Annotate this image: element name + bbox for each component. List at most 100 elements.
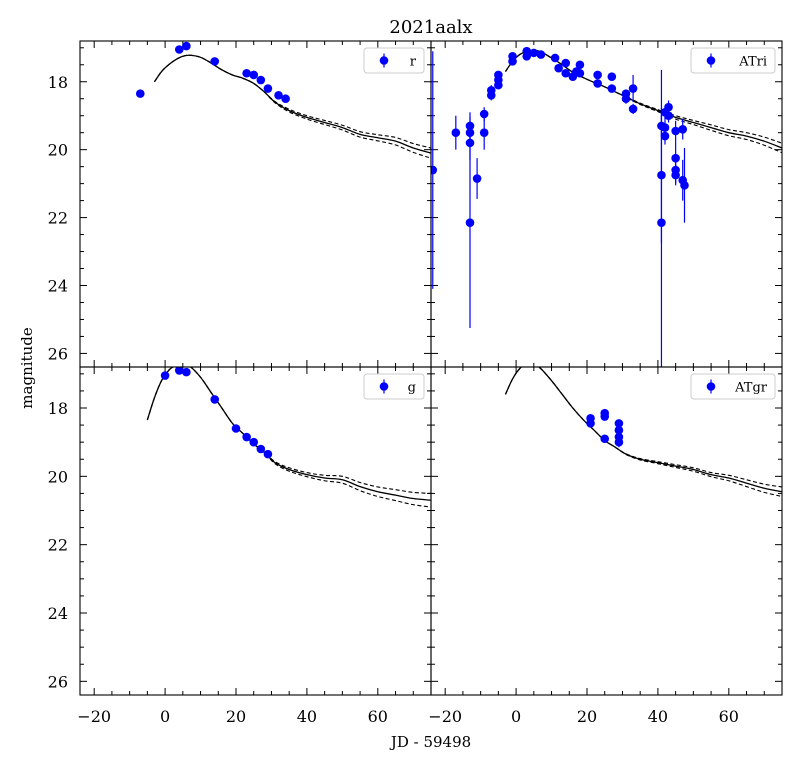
data-point	[486, 91, 496, 100]
panel-frame	[79, 40, 432, 368]
data-point	[621, 94, 631, 104]
legend: r	[363, 47, 425, 74]
data-point	[472, 174, 482, 183]
data-point	[231, 424, 241, 433]
data-point	[593, 79, 602, 88]
data-point	[575, 68, 585, 78]
data-point	[256, 444, 266, 454]
data-point	[135, 89, 145, 98]
y-tick-label: 26	[48, 672, 68, 691]
chart-title: 2021aalx	[389, 17, 472, 38]
panel-ATgr: −20 0 20 40 60 ATgr	[428, 366, 783, 726]
x-tick-label: 60	[719, 707, 739, 726]
data-point	[664, 102, 673, 112]
legend-label: ATgr	[734, 381, 768, 396]
data-point	[281, 94, 290, 104]
legend-marker	[379, 382, 389, 391]
legend: g	[363, 373, 425, 400]
legend-box	[363, 47, 425, 74]
y-tick-label: 18	[48, 399, 68, 418]
x-tick-label: 20	[577, 707, 597, 726]
y-tick-label: 24	[48, 277, 68, 296]
panel-frame	[79, 366, 432, 696]
data-point	[678, 124, 688, 134]
y-tick-label: 18	[48, 73, 68, 92]
data-point	[479, 109, 489, 119]
ticks	[80, 367, 432, 695]
legend-marker	[379, 56, 389, 65]
data-point	[680, 181, 689, 190]
legend-marker	[706, 382, 716, 391]
legend-marker	[706, 56, 716, 65]
data-point	[561, 58, 571, 68]
data-point	[536, 50, 546, 59]
data-point	[174, 45, 184, 54]
panel-r: 18 20 22 24 26 r	[48, 40, 432, 368]
model-curves	[153, 54, 431, 159]
data-point	[242, 432, 251, 442]
data-point	[182, 41, 191, 51]
data-point	[607, 84, 617, 93]
data-point	[263, 449, 273, 459]
x-tick-label: −20	[428, 707, 462, 726]
data-point	[600, 412, 610, 421]
y-tick-label: 26	[48, 344, 68, 363]
data-point	[182, 367, 191, 377]
panel-g: 18 20 22 24 26 −20 0 20 40 60 g	[48, 366, 432, 726]
data-point	[263, 84, 273, 93]
y-tick-label: 20	[48, 141, 68, 160]
x-tick-label: 0	[511, 707, 521, 726]
x-tick-label: −20	[77, 707, 111, 726]
data-point	[451, 128, 461, 137]
legend-box	[690, 47, 776, 74]
data-point	[550, 53, 560, 63]
data-point	[242, 68, 251, 78]
x-tick-label: 40	[648, 707, 668, 726]
legend: ATri	[690, 47, 776, 74]
data-point	[256, 75, 266, 85]
data-point	[614, 425, 624, 435]
data-point	[274, 91, 283, 100]
data-points	[586, 408, 624, 448]
data-point	[529, 48, 539, 58]
ticks	[80, 41, 432, 367]
data-point	[160, 371, 170, 380]
y-tick-label: 20	[48, 467, 68, 486]
data-point	[249, 437, 259, 447]
legend: ATgr	[690, 373, 776, 400]
model-curve	[153, 54, 431, 154]
data-point	[174, 367, 184, 375]
panel-ATri: ATri	[430, 40, 783, 368]
data-point	[561, 68, 571, 78]
data-point	[657, 218, 666, 227]
data-point	[210, 395, 220, 404]
y-tick-label: 24	[48, 604, 68, 623]
x-tick-label: 0	[160, 707, 170, 726]
data-point	[431, 165, 438, 175]
x-tick-label: 40	[297, 707, 317, 726]
panel-frame	[430, 40, 783, 368]
ticks	[431, 41, 783, 367]
panel-frame	[430, 366, 783, 696]
legend-label: ATri	[738, 55, 767, 70]
y-tick-label: 22	[48, 209, 68, 228]
model-lower-bound	[153, 54, 431, 159]
legend-label: g	[408, 381, 416, 396]
data-point	[628, 104, 638, 114]
data-point	[614, 437, 624, 447]
y-axis-label: magnitude	[18, 327, 36, 409]
legend-box	[690, 373, 776, 400]
data-point	[508, 57, 517, 66]
x-tick-label: 20	[226, 707, 246, 726]
legend-label: r	[410, 55, 417, 70]
data-point	[607, 72, 617, 81]
data-point	[249, 70, 259, 80]
data-point	[671, 126, 680, 136]
y-tick-label: 22	[48, 536, 68, 555]
data-point	[628, 84, 638, 93]
data-point	[664, 111, 673, 121]
data-point	[671, 170, 680, 180]
data-point	[575, 60, 585, 70]
data-point	[522, 51, 532, 61]
